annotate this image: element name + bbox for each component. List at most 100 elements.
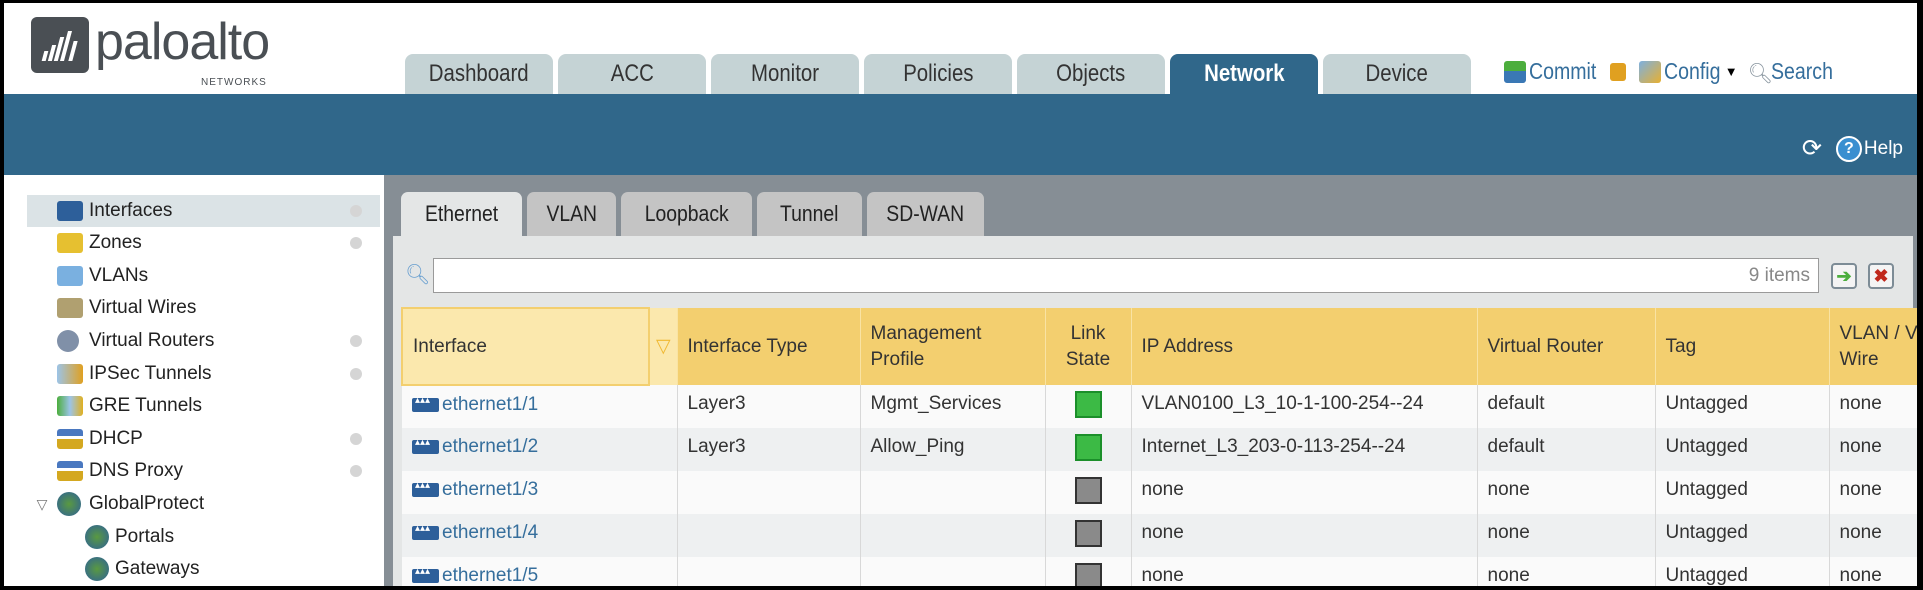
sidebar-item-zones[interactable]: Zones bbox=[27, 227, 380, 259]
sort-triangle-icon: ▽ bbox=[655, 335, 671, 357]
sidebar-item-gre-tunnels[interactable]: GRE Tunnels bbox=[27, 390, 380, 422]
column-header-virtual-router[interactable]: Virtual Router bbox=[1477, 308, 1656, 385]
subtab-ethernet[interactable]: Ethernet bbox=[401, 192, 522, 236]
filter-input[interactable]: 9 items bbox=[433, 258, 1819, 293]
arrow-right-icon: ➔ bbox=[1836, 265, 1852, 286]
sidebar: Interfaces Zones VLANs Virtual Wires Vir… bbox=[27, 175, 380, 586]
gre-tunnels-icon bbox=[57, 396, 83, 416]
table-row[interactable]: ethernet1/5 none none Untagged none bbox=[402, 557, 1917, 586]
search-button[interactable]: 🔍︎ Search bbox=[1747, 58, 1833, 85]
subtab-vlan[interactable]: VLAN bbox=[527, 192, 616, 236]
vlan-virtual-wire-cell: none bbox=[1829, 557, 1917, 586]
table-row[interactable]: ethernet1/1 Layer3 Mgmt_Services VLAN010… bbox=[402, 385, 1917, 428]
interface-link[interactable]: ethernet1/5 bbox=[442, 565, 539, 586]
status-dot bbox=[350, 368, 362, 380]
lock-button[interactable] bbox=[1610, 62, 1629, 81]
tag-cell: Untagged bbox=[1655, 514, 1830, 557]
link-state-up-icon bbox=[1074, 391, 1102, 418]
interface-type-cell bbox=[677, 557, 861, 586]
logo-mark-icon bbox=[31, 17, 89, 73]
sidebar-item-portals[interactable]: Portals bbox=[27, 521, 380, 553]
tab-monitor[interactable]: Monitor bbox=[711, 54, 859, 94]
link-state-up-icon bbox=[1074, 434, 1102, 461]
interface-link[interactable]: ethernet1/4 bbox=[442, 522, 539, 543]
vlans-icon bbox=[57, 266, 83, 286]
sidebar-item-virtual-routers[interactable]: Virtual Routers bbox=[27, 325, 380, 357]
sidebar-item-gateways[interactable]: Gateways bbox=[27, 553, 380, 585]
sidebar-item-dhcp[interactable]: DHCP bbox=[27, 423, 380, 455]
main-nav: Dashboard ACC Monitor Policies Objects N… bbox=[405, 54, 1476, 94]
sidebar-item-virtual-wires[interactable]: Virtual Wires bbox=[27, 292, 380, 324]
sidebar-item-interfaces[interactable]: Interfaces bbox=[27, 195, 380, 227]
tab-device[interactable]: Device bbox=[1323, 54, 1471, 94]
status-dot bbox=[350, 433, 362, 445]
virtual-wires-icon bbox=[57, 298, 83, 318]
interface-cell[interactable]: ethernet1/2 bbox=[402, 428, 678, 471]
sidebar-item-dns-proxy[interactable]: DNS Proxy bbox=[27, 455, 380, 487]
table-row[interactable]: ethernet1/2 Layer3 Allow_Ping Internet_L… bbox=[402, 428, 1917, 471]
management-profile-cell bbox=[860, 471, 1046, 514]
tab-network[interactable]: Network bbox=[1170, 54, 1318, 94]
tab-acc[interactable]: ACC bbox=[558, 54, 706, 94]
clear-filter-button[interactable]: ✖ bbox=[1868, 263, 1894, 289]
help-link[interactable]: Help bbox=[1863, 137, 1903, 159]
virtual-router-cell: none bbox=[1477, 557, 1656, 586]
tab-dashboard[interactable]: Dashboard bbox=[405, 54, 553, 94]
logo-text: paloalto bbox=[95, 13, 270, 71]
apply-filter-button[interactable]: ➔ bbox=[1831, 263, 1857, 289]
subtab-loopback[interactable]: Loopback bbox=[621, 192, 752, 236]
sidebar-item-globalprotect[interactable]: ▽ GlobalProtect bbox=[27, 488, 380, 520]
app-window: paloalto NETWORKS Dashboard ACC Monitor … bbox=[4, 3, 1917, 586]
commit-button[interactable]: Commit bbox=[1504, 58, 1608, 85]
gateways-icon bbox=[85, 557, 109, 581]
ethernet-port-icon bbox=[412, 480, 439, 497]
sidebar-item-vlans[interactable]: VLANs bbox=[27, 260, 380, 292]
interface-cell[interactable]: ethernet1/5 bbox=[402, 557, 678, 586]
subtab-tunnel[interactable]: Tunnel bbox=[757, 192, 862, 236]
tab-objects[interactable]: Objects bbox=[1017, 54, 1165, 94]
status-dot bbox=[350, 237, 362, 249]
chevron-down-icon: ▼ bbox=[1724, 64, 1738, 79]
virtual-router-cell: none bbox=[1477, 514, 1656, 557]
globalprotect-icon bbox=[57, 492, 81, 516]
column-header-link-state[interactable]: Link State bbox=[1045, 308, 1132, 385]
commit-icon bbox=[1504, 60, 1526, 83]
header-band: ⟳ ? Help bbox=[4, 94, 1917, 175]
filter-search-icon: 🔍︎ bbox=[405, 264, 431, 286]
subtab-sd-wan[interactable]: SD-WAN bbox=[867, 192, 984, 236]
status-dot bbox=[350, 335, 362, 347]
interface-cell[interactable]: ethernet1/4 bbox=[402, 514, 678, 557]
status-dot bbox=[350, 465, 362, 477]
config-button[interactable]: Config ▼ bbox=[1639, 58, 1738, 85]
interface-type-cell bbox=[677, 514, 861, 557]
expand-triangle-icon[interactable]: ▽ bbox=[36, 495, 48, 512]
table-row[interactable]: ethernet1/3 none none Untagged none bbox=[402, 471, 1917, 514]
interface-link[interactable]: ethernet1/3 bbox=[442, 479, 539, 500]
virtual-router-cell: default bbox=[1477, 385, 1656, 428]
dns-proxy-icon bbox=[57, 461, 83, 481]
interface-cell[interactable]: ethernet1/1 bbox=[402, 385, 678, 428]
column-header-interface[interactable]: Interface bbox=[401, 307, 650, 386]
column-header-interface-type[interactable]: Interface Type bbox=[677, 308, 861, 385]
lock-icon bbox=[1610, 62, 1627, 81]
column-header-ip-address[interactable]: IP Address bbox=[1131, 308, 1478, 385]
column-header-tag[interactable]: Tag bbox=[1655, 308, 1830, 385]
interface-cell[interactable]: ethernet1/3 bbox=[402, 471, 678, 514]
sidebar-item-ipsec-tunnels[interactable]: IPSec Tunnels bbox=[27, 358, 380, 390]
table-row[interactable]: ethernet1/4 none none Untagged none bbox=[402, 514, 1917, 557]
sort-menu-button[interactable]: ▽ bbox=[649, 308, 678, 385]
help-icon[interactable]: ? bbox=[1835, 135, 1862, 162]
ip-address-cell: none bbox=[1131, 557, 1478, 586]
link-state-cell bbox=[1045, 385, 1132, 428]
column-header-management-profile[interactable]: Management Profile bbox=[860, 308, 1046, 385]
interface-link[interactable]: ethernet1/2 bbox=[442, 436, 539, 457]
interface-link[interactable]: ethernet1/1 bbox=[442, 394, 539, 415]
refresh-icon[interactable]: ⟳ bbox=[1801, 135, 1822, 162]
interfaces-icon bbox=[57, 201, 83, 221]
tab-policies[interactable]: Policies bbox=[864, 54, 1012, 94]
ip-address-cell: none bbox=[1131, 471, 1478, 514]
virtual-router-cell: none bbox=[1477, 471, 1656, 514]
tag-cell: Untagged bbox=[1655, 428, 1830, 471]
config-icon bbox=[1639, 60, 1662, 83]
